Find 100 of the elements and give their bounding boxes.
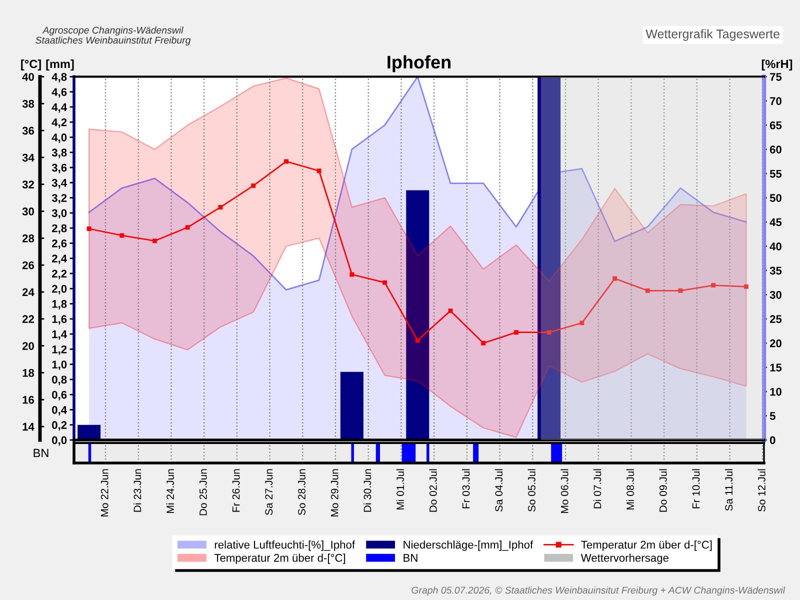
point [185,225,190,230]
x-tick-label: Mi 01.Jul [396,469,404,510]
legend-label: Wettervorhersage [580,554,668,564]
x-tick-label: Mi 08.Jul [626,469,634,510]
y2-tick-label: 25 [770,315,782,324]
y2-tick-label: 20 [770,339,782,348]
y3-tick-label: 0,6 [52,390,67,400]
y2-tick-label: 60 [770,146,782,154]
point [152,238,157,244]
y-tick-label: 26 [22,261,34,270]
x-tick-label: Sa 11.Jul [724,469,733,511]
x-tick-label: Sa 27.Jun [265,469,273,515]
point [350,272,354,277]
legend-label: Temperatur 2m über d-[°C] [581,540,712,551]
y3-tick-label: 2,4 [52,254,67,264]
bar [538,76,561,440]
y2-tick-label: 0 [770,436,776,444]
y3-tick-label: 0,4 [52,406,67,416]
x-tick-label: Di 30.Jun [363,469,372,512]
legend-label: relative Luftfeuchti-[%]_Iphof [214,540,356,551]
y2-tick-label: 35 [770,266,782,275]
y3-tick-label: 4,8 [52,72,67,82]
x-tick-label: Mi 24.Jun [166,469,174,513]
point [448,308,453,314]
y3-tick-label: 1,0 [52,360,67,370]
bar [340,372,364,440]
y2-tick-label: 45 [770,218,782,226]
point [120,233,124,238]
y3-tick-label: 2,0 [52,284,67,294]
x-tick-label: Fr 03.Jul [462,469,470,508]
y2-tick-label: 70 [770,97,782,106]
y-tick-label: 18 [22,368,34,377]
point [316,168,322,174]
y-tick-label: 20 [22,342,34,350]
x-tick-label: Mo 06.Jul [560,469,568,513]
text: Temperatur 2m über d-[°C] [214,554,346,564]
point [580,320,584,326]
point [382,280,387,285]
y2-tick-label: 75 [770,73,782,81]
y3-tick-label: 1,2 [52,345,67,355]
y3-tick-label: 1,6 [52,315,67,325]
point [251,183,256,188]
y3-tick-label: 3,2 [52,194,67,204]
x-tick-label: So 28.Jun [298,469,306,515]
x-tick-label: Mo 22.Jun [100,469,108,516]
y-tick-label: 24 [22,288,34,296]
point [218,204,223,210]
point [612,276,617,281]
y3-tick-label: 1,8 [52,300,67,310]
point [415,338,420,343]
y-tick-label: 40 [22,72,34,81]
y-tick-label: 28 [22,234,34,242]
y2-axis-title: [%rH] [762,60,792,70]
x-tick-label: Do 09.Jul [659,469,667,512]
y-axis-title: [°C] [21,60,41,70]
y-tick-label: 36 [22,126,34,135]
y3-tick-label: 0,8 [52,376,67,386]
y3-tick-label: 3,6 [52,164,67,174]
x-tick-label: Di 23.Jun [133,469,142,512]
y3-tick-label: 2,8 [52,224,67,234]
y-tick-label: 30 [22,208,34,216]
y2-tick-label: 30 [770,290,782,299]
x-tick-label: Mo 29.Jun [330,469,338,516]
y3-tick-label: 4,6 [52,88,67,98]
text: Staatliches Weinbauinstitut Freiburg [36,36,191,46]
y2-tick-label: 40 [770,242,782,250]
x-tick-label: So 12.Jul [758,469,766,512]
legend-label: BN [404,554,418,562]
y3-tick-label: 0,0 [52,436,67,446]
y3-axis-title: [mm] [46,60,74,70]
x-tick-label: Do 25.Jun [199,469,207,516]
x-tick-label: Di 07.Jul [593,469,602,508]
x-tick-label: Fr 10.Jul [692,469,700,508]
point [86,226,92,231]
y-tick-label: 22 [22,315,34,323]
x-tick-label: Sa 04.Jul [494,469,503,512]
point [284,159,288,164]
y3-tick-label: 1,4 [52,330,67,340]
point [744,284,748,289]
x-tick-label: So 05.Jul [528,469,536,512]
x-tick-label: Do 02.Jul [429,469,437,512]
y3-tick-label: 2,2 [52,270,67,280]
text: Agroscope Changins-Wädenswil [42,26,184,36]
legend-label: Niederschläge-[mm]_Iphof [404,540,534,551]
y3-tick-label: 3,4 [52,178,67,188]
y3-tick-label: 4,4 [52,103,67,113]
y-tick-label: 38 [22,100,34,108]
point [546,330,552,335]
y3-tick-label: 3,0 [52,209,67,219]
y2-tick-label: 15 [770,364,782,372]
y2-tick-label: 5 [770,412,776,420]
y2-tick-label: 55 [770,170,782,178]
y-axis-title: BN [34,448,48,458]
caption: Graph 05.07.2026, © Staatliches Weinbauinsitut Freiburg + ACW Changins-Wädenswil [412,586,786,596]
y-tick-label: 14 [22,422,34,431]
point [678,288,683,293]
point [711,283,716,288]
y3-tick-label: 0,2 [52,421,67,431]
y2-tick-label: 50 [770,194,782,202]
y3-tick-label: 4,0 [52,134,67,143]
